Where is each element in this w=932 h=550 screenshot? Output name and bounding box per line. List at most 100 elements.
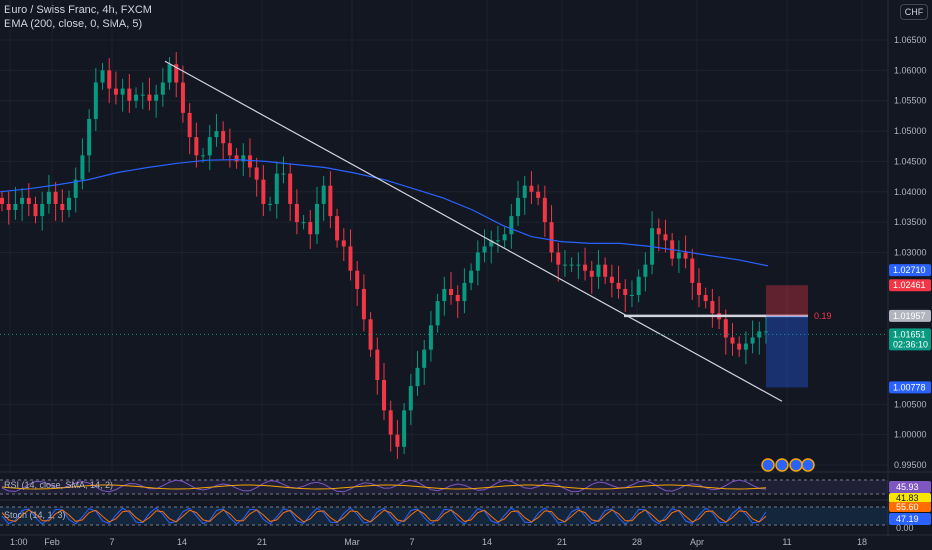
- candle: [623, 288, 628, 295]
- candle: [609, 276, 614, 283]
- candle: [750, 337, 755, 344]
- candle: [469, 270, 474, 283]
- candle: [743, 343, 748, 350]
- candle: [455, 295, 460, 302]
- x-tick-label: Apr: [690, 537, 704, 547]
- candle: [576, 264, 581, 266]
- y-tick-label: 1.06500: [894, 35, 927, 45]
- candle: [690, 258, 695, 283]
- price-tag: [889, 264, 931, 277]
- candle: [522, 185, 527, 198]
- currency-badge[interactable]: CHF: [900, 4, 928, 20]
- candle: [656, 228, 661, 235]
- candle: [676, 252, 681, 259]
- y-tick-label: 1.00000: [894, 430, 927, 440]
- candle: [281, 173, 286, 175]
- candle: [254, 167, 259, 180]
- stoch-pane: Stoch (14, 1, 3) 55.60 47.190.00: [0, 502, 931, 533]
- candle: [757, 331, 762, 338]
- candle: [723, 319, 728, 338]
- candle: [516, 197, 521, 217]
- rsi-line: [1, 479, 767, 493]
- stoch-k-value: 55.60: [896, 502, 919, 512]
- price-tag-label: 1.00778: [893, 382, 926, 392]
- position-target-zone: [766, 315, 808, 388]
- candles: [0, 52, 768, 459]
- price-tag-label: 1.02461: [893, 280, 926, 290]
- candle: [361, 288, 366, 320]
- candle: [46, 191, 51, 204]
- candle: [596, 264, 601, 277]
- candle: [482, 246, 487, 253]
- price-tag: [889, 381, 931, 394]
- candle: [375, 349, 380, 380]
- candle: [542, 197, 547, 223]
- candle: [73, 179, 78, 198]
- candle: [529, 185, 534, 192]
- trendline: [164, 60, 783, 402]
- x-tick-label: Mar: [344, 537, 360, 547]
- candle: [549, 222, 554, 253]
- ema-line: [0, 158, 769, 267]
- position-stop-zone: [766, 285, 808, 316]
- price-tag-label: 1.01957: [893, 311, 926, 321]
- x-tick-label: 1:00: [10, 537, 28, 547]
- candle: [127, 88, 132, 101]
- candle: [201, 155, 206, 157]
- stoch-d-line: [1, 509, 767, 523]
- candle: [428, 325, 433, 350]
- position-label: 0.19: [814, 311, 832, 321]
- candle: [536, 191, 541, 198]
- candle: [629, 295, 634, 296]
- candle: [395, 434, 400, 447]
- x-tick-label: Feb: [44, 537, 60, 547]
- x-tick-label: 21: [557, 537, 567, 547]
- y-tick-label: 1.04000: [894, 187, 927, 197]
- indicator-label[interactable]: EMA (200, close, 0, SMA, 5): [4, 18, 143, 30]
- x-tick-label: 18: [857, 537, 867, 547]
- grid: [0, 0, 888, 472]
- candle: [6, 203, 11, 210]
- candle: [67, 197, 72, 210]
- price-tag: [889, 279, 931, 292]
- price-tag-label: 1.02710: [893, 265, 926, 275]
- event-icon: [801, 458, 815, 472]
- candle: [603, 264, 608, 277]
- candle: [214, 131, 219, 138]
- chart-title: Euro / Swiss Franc, 4h, FXCM: [4, 4, 152, 16]
- candle: [13, 203, 18, 210]
- event-markers: [761, 458, 815, 472]
- candle: [294, 203, 299, 223]
- candle: [120, 88, 125, 95]
- candle: [348, 246, 353, 271]
- candle: [388, 410, 393, 435]
- price-tag-countdown: 02:36:10: [893, 339, 928, 349]
- candle: [207, 137, 212, 156]
- candle: [147, 94, 152, 101]
- candle: [509, 216, 514, 235]
- stoch-d-value: 47.19: [896, 514, 919, 524]
- candle: [40, 203, 45, 217]
- event-icon: [761, 458, 775, 472]
- y-tick-label: 1.04500: [894, 156, 927, 166]
- event-icon: [775, 458, 789, 472]
- x-tick-label: 7: [109, 537, 114, 547]
- candle: [616, 282, 621, 289]
- candle: [53, 191, 58, 204]
- candle: [180, 82, 185, 113]
- x-tick-label: 14: [177, 537, 187, 547]
- x-tick-label: 21: [257, 537, 267, 547]
- candle: [562, 264, 567, 266]
- candle: [321, 185, 326, 204]
- candle: [341, 240, 346, 247]
- x-tick-label: 11: [782, 537, 791, 547]
- candle: [328, 185, 333, 217]
- y-tick-label: 1.03500: [894, 217, 927, 227]
- price-tag-label: 1.01651: [893, 329, 926, 339]
- candle: [174, 64, 179, 83]
- candle: [107, 70, 112, 89]
- candle: [301, 222, 306, 224]
- candle: [764, 331, 768, 333]
